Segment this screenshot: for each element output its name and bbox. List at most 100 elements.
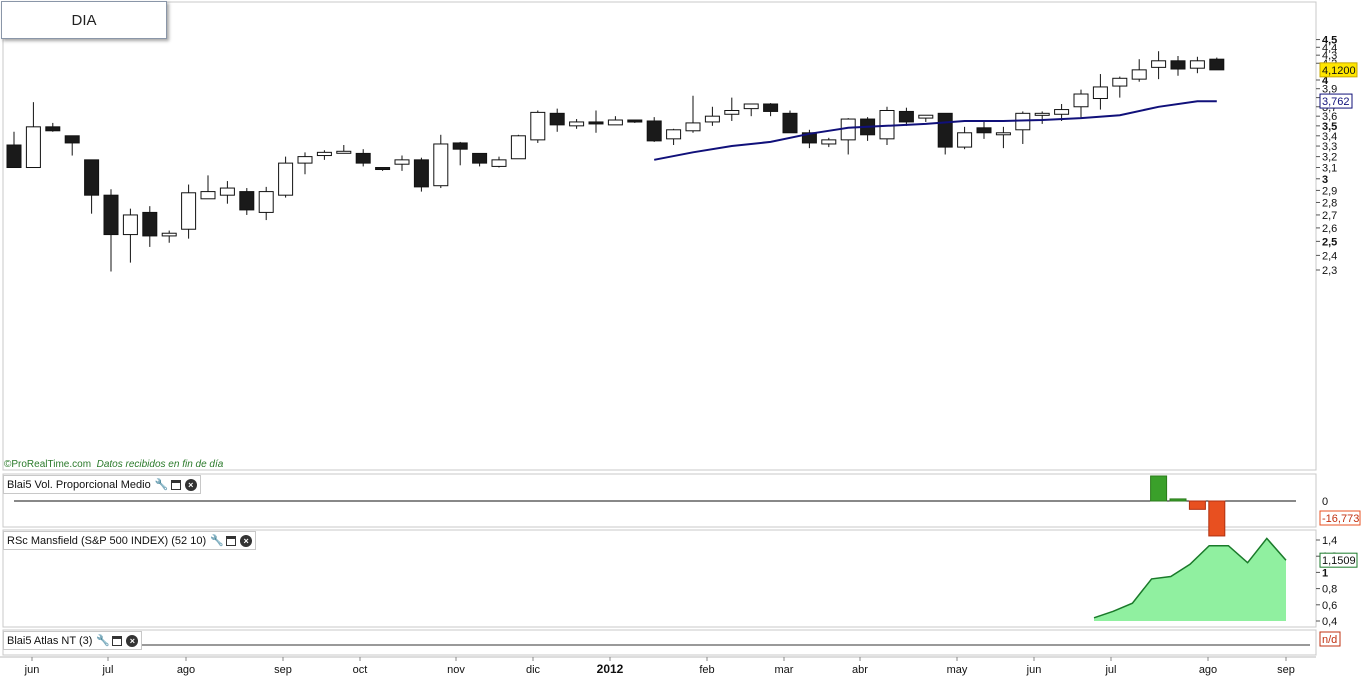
month-label: abr (852, 664, 868, 676)
candle (25, 126, 41, 169)
month-label: may (947, 664, 968, 676)
candle (297, 156, 313, 164)
window-icon[interactable] (112, 635, 123, 646)
candle (1209, 58, 1225, 71)
month-label: oct (353, 664, 368, 676)
axes: 4,54,44,34,243,93,83,73,63,53,43,33,23,1… (0, 35, 1361, 676)
candle (491, 159, 507, 167)
ticker-label[interactable]: DIA (1, 1, 167, 39)
volume-bar (1188, 500, 1206, 510)
rsc-frame (2, 529, 1317, 628)
close-icon[interactable]: × (184, 478, 197, 491)
price-tick-label: 2,9 (1322, 185, 1337, 197)
candle (685, 122, 701, 132)
candle (1189, 60, 1205, 69)
candle (607, 119, 623, 126)
month-label: sep (274, 664, 292, 676)
wrench-icon[interactable]: 🔧 (210, 534, 224, 547)
candle (161, 232, 177, 237)
price-tick-label: 3,9 (1322, 84, 1337, 96)
candle (45, 126, 61, 132)
wrench-icon[interactable]: 🔧 (96, 634, 111, 647)
candle (336, 150, 352, 154)
price-tick-label: 4 (1322, 75, 1329, 87)
candle (530, 111, 546, 141)
volume-bar (1208, 500, 1226, 537)
volume-frame (2, 473, 1317, 528)
rsc-tick-label: 1 (1322, 567, 1328, 579)
atlas-frame (2, 629, 1317, 656)
candle (588, 121, 604, 125)
candle (413, 159, 429, 188)
candle (1073, 93, 1089, 108)
candle (821, 139, 837, 145)
candle (1112, 77, 1128, 87)
close-icon[interactable]: × (126, 634, 139, 647)
candle (724, 109, 740, 115)
price-frame (2, 1, 1317, 471)
candle (278, 162, 294, 196)
month-label: feb (699, 664, 714, 676)
candle (976, 127, 992, 134)
candle (122, 214, 138, 236)
candle (510, 135, 526, 160)
candle (957, 132, 973, 148)
candle (181, 192, 197, 230)
volume-zero-label: 0 (1322, 496, 1328, 508)
price-tick-label: 2,8 (1322, 197, 1337, 209)
candle (743, 103, 759, 110)
candle (375, 167, 391, 171)
atlas-panel-title: Blai5 Atlas NT (3) 🔧 × (3, 631, 143, 650)
atlas-value-label: n/d (1322, 634, 1337, 646)
candle (355, 152, 371, 164)
price-tick-label: 4,5 (1322, 35, 1337, 47)
price-tick-label: 4,3 (1322, 50, 1337, 62)
volume-bar (1150, 475, 1168, 502)
price-tick-label: 3,1 (1322, 163, 1337, 175)
price-tick-label: 2,6 (1322, 223, 1337, 235)
price-tick-label: 3,6 (1322, 111, 1337, 123)
candle (1131, 69, 1147, 80)
candle (918, 114, 934, 119)
month-label: jul (101, 664, 113, 676)
volume-value-label: -16,773 (1322, 513, 1359, 525)
candle (433, 143, 449, 187)
rsc-panel-name: RSc Mansfield (S&P 500 INDEX) (52 10) (7, 534, 207, 547)
month-label: jul (1104, 664, 1116, 676)
candle (704, 115, 720, 123)
window-icon[interactable] (226, 535, 237, 546)
candle (666, 129, 682, 140)
candle (627, 119, 643, 123)
price-tick-label: 3 (1322, 174, 1328, 186)
rsc-tick-label: 0,6 (1322, 600, 1337, 612)
candle (200, 191, 216, 200)
rsc-area (1094, 538, 1286, 621)
close-icon[interactable]: × (240, 534, 253, 547)
month-label: nov (447, 664, 465, 676)
moving-average-line (654, 100, 1217, 161)
wrench-icon[interactable]: 🔧 (154, 478, 169, 491)
candle (801, 132, 817, 144)
candle (6, 144, 22, 169)
window-icon[interactable] (170, 479, 181, 490)
ma-value-badge (1319, 93, 1353, 109)
candle (1034, 112, 1050, 116)
candle (1170, 60, 1186, 70)
price-tick-label: 3,5 (1322, 121, 1337, 133)
month-label: mar (775, 664, 794, 676)
rsc-tick-label: 1,4 (1322, 535, 1337, 547)
candle (84, 159, 100, 196)
rsc-value-badge (1319, 552, 1358, 568)
data-source-credit: ©ProRealTime.com Datos recibidos en fin … (4, 459, 224, 470)
volume-panel (14, 475, 1296, 537)
rsc-line (1093, 537, 1287, 619)
candle (1054, 109, 1070, 115)
month-label: 2012 (597, 662, 624, 676)
last-price-badge (1319, 62, 1358, 78)
volume-panel-name: Blai5 Vol. Proporcional Medio (7, 478, 151, 491)
rsc-tick-label: 0,8 (1322, 584, 1337, 596)
candle (763, 103, 779, 112)
candle (316, 151, 332, 157)
month-label: jun (1026, 664, 1042, 676)
price-tick-label: 3,3 (1322, 141, 1337, 153)
